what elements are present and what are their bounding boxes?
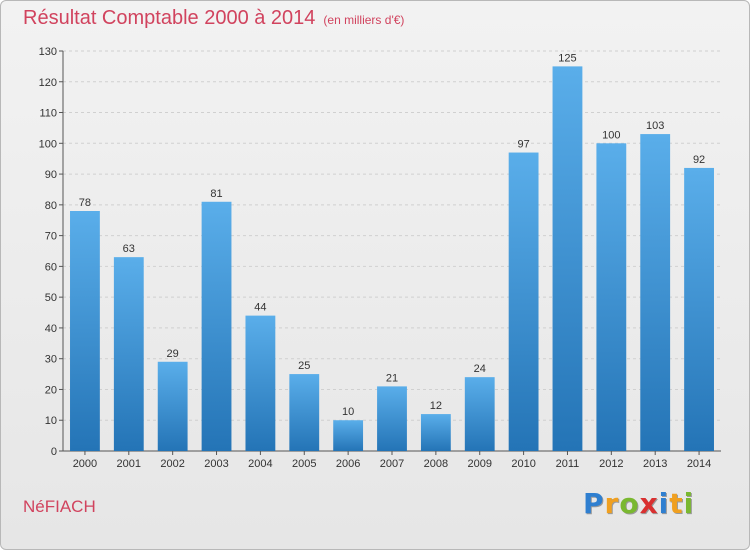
bar-2013	[640, 134, 671, 452]
y-tick-label: 60	[45, 261, 57, 273]
x-tick-label: 2009	[467, 458, 491, 470]
y-tick-label: 0	[51, 446, 57, 458]
logo-letter: i	[683, 487, 695, 520]
y-tick-label: 80	[45, 200, 57, 212]
bar-2011	[552, 66, 583, 451]
x-tick-label: 2014	[687, 458, 711, 470]
labels: 0 10 20 30 40 50 60 70 80 90 100 110 120 130 78 2000 63 2…	[39, 46, 712, 470]
y-tick-label: 120	[39, 77, 57, 89]
y-tick-label: 100	[39, 138, 57, 150]
value-label: 21	[386, 372, 398, 384]
bar-2014	[684, 167, 714, 451]
value-label: 97	[517, 139, 529, 151]
y-tick-label: 130	[39, 46, 57, 58]
x-tick-label: 2000	[73, 458, 97, 470]
x-tick-label: 2006	[336, 458, 360, 470]
x-tick-label: 2002	[160, 458, 184, 470]
bar-2009	[464, 377, 495, 451]
logo-letter: o	[619, 487, 640, 520]
x-tick-label: 2010	[511, 458, 535, 470]
y-tick-label: 70	[45, 231, 57, 243]
value-label: 12	[430, 400, 442, 412]
y-tick-label: 30	[45, 354, 57, 366]
value-label: 100	[602, 129, 620, 141]
x-tick-label: 2003	[204, 458, 228, 470]
bar-2010	[508, 152, 539, 452]
value-label: 78	[79, 197, 91, 209]
bar-2012	[596, 143, 627, 452]
bar-2005	[289, 374, 320, 451]
y-tick-label: 10	[45, 415, 57, 427]
x-tick-label: 2013	[643, 458, 667, 470]
x-tick-label: 2008	[424, 458, 448, 470]
x-tick-label: 2004	[248, 458, 272, 470]
chart-title-text: Résultat Comptable 2000 à 2014	[23, 7, 316, 29]
y-tick-label: 90	[45, 169, 57, 181]
bar-2008	[420, 414, 451, 451]
bar-2000	[70, 211, 100, 451]
bar-2002	[157, 361, 188, 451]
value-label: 63	[123, 243, 135, 255]
bar-2007	[377, 386, 407, 451]
bar-2004	[245, 315, 276, 451]
x-tick-label: 2012	[599, 458, 623, 470]
bar-2001	[113, 257, 144, 451]
x-tick-label: 2001	[117, 458, 141, 470]
chart-unit: (en milliers d'€)	[323, 13, 405, 27]
value-label: 29	[167, 348, 179, 360]
bar-2006	[333, 420, 364, 451]
y-tick-label: 40	[45, 323, 57, 335]
logo-letter: r	[604, 487, 620, 520]
bars	[70, 66, 714, 452]
value-label: 10	[342, 406, 354, 418]
value-label: 24	[474, 363, 486, 375]
value-label: 81	[210, 188, 222, 200]
proxiti-logo: Proxiti	[583, 487, 694, 520]
x-tick-label: 2011	[556, 458, 580, 470]
y-tick-label: 50	[45, 292, 57, 304]
y-tick-label: 110	[39, 108, 57, 120]
chart-title: Résultat Comptable 2000 à 2014 (en millie…	[23, 7, 404, 30]
logo-letter: x	[639, 487, 659, 520]
logo-letter: t	[669, 487, 684, 520]
logo-letter: i	[658, 487, 670, 520]
bar-2003	[201, 201, 232, 451]
value-label: 125	[558, 52, 576, 64]
commune-name: NéFIACH	[23, 497, 96, 516]
logo-letter: P	[583, 487, 605, 520]
x-tick-label: 2007	[380, 458, 404, 470]
x-tick-label: 2005	[292, 458, 316, 470]
value-label: 25	[298, 360, 310, 372]
value-label: 103	[646, 120, 664, 132]
y-tick-label: 20	[45, 384, 57, 396]
value-label: 44	[254, 302, 266, 314]
value-label: 92	[693, 154, 705, 166]
